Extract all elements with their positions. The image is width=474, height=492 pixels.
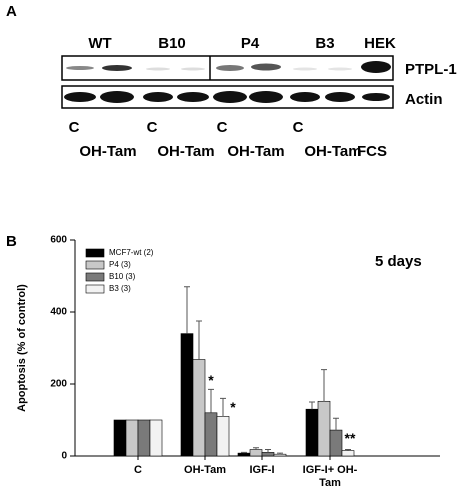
lane-label: C <box>217 119 228 136</box>
legend-label: P4 (3) <box>109 260 131 269</box>
panel-label: A <box>6 3 17 20</box>
legend-swatch <box>85 284 105 294</box>
x-tick-label: IGF-I+ OH-Tam <box>302 464 358 489</box>
error-bar <box>265 449 271 453</box>
x-tick-label: C <box>134 464 142 476</box>
lane-label: B3 <box>315 35 334 52</box>
annotation: * <box>230 399 236 415</box>
bar <box>249 449 263 457</box>
lane-label: OH-Tam <box>304 143 361 160</box>
row-label: PTPL-1 <box>405 61 457 78</box>
legend-swatch <box>85 272 105 282</box>
lane-label: P4 <box>241 35 260 52</box>
ptpl-bands <box>66 61 391 73</box>
lane-label: C <box>69 119 80 136</box>
lane-label: OH-Tam <box>157 143 214 160</box>
bar <box>305 408 319 457</box>
lane-label: C <box>147 119 158 136</box>
bar <box>273 453 287 457</box>
annotation: ** <box>345 430 356 446</box>
annotation: * <box>208 372 214 388</box>
panel-label: B <box>6 233 17 250</box>
legend-swatch <box>85 248 105 258</box>
bar <box>180 333 194 457</box>
legend-swatch <box>85 260 105 270</box>
lane-label: B10 <box>158 35 186 52</box>
bar <box>329 429 343 457</box>
error-bar <box>253 447 259 450</box>
note: 5 days <box>375 253 422 270</box>
error-bar <box>277 452 283 455</box>
y-tick-label: 200 <box>50 379 67 390</box>
legend-label: MCF7-wt (2) <box>109 248 154 257</box>
lane-label: HEK <box>364 35 396 52</box>
lane-label: OH-Tam <box>227 143 284 160</box>
x-tick-label: IGF-I <box>249 464 275 476</box>
y-tick-label: 600 <box>50 235 67 246</box>
lane-label: WT <box>88 35 111 52</box>
bar <box>261 452 275 457</box>
row-label: Actin <box>405 91 443 108</box>
error-bar <box>321 369 327 402</box>
bar <box>113 419 127 457</box>
bar <box>204 412 218 457</box>
bar <box>137 419 151 457</box>
error-bar <box>208 388 214 413</box>
y-tick-label: 0 <box>61 451 67 462</box>
legend-label: B10 (3) <box>109 272 136 281</box>
lane-label: C <box>293 119 304 136</box>
bar <box>125 419 139 457</box>
error-bar <box>309 401 315 410</box>
lane-label: OH-Tam <box>79 143 136 160</box>
bar <box>341 450 355 457</box>
bar <box>317 400 331 457</box>
bar <box>237 452 251 457</box>
bar <box>192 359 206 457</box>
error-bar <box>196 320 202 360</box>
y-tick-label: 400 <box>50 307 67 318</box>
x-tick-label: OH-Tam <box>184 464 226 476</box>
error-bar <box>184 286 190 334</box>
error-bar <box>220 397 226 417</box>
error-bar <box>241 451 247 454</box>
error-bar <box>333 417 339 431</box>
bar <box>216 416 230 457</box>
y-axis-label: Apoptosis (% of control) <box>16 284 28 412</box>
error-bar <box>345 449 351 451</box>
bar <box>149 419 163 457</box>
lane-label: FCS <box>357 143 387 160</box>
legend-label: B3 (3) <box>109 284 131 293</box>
actin-bands <box>64 91 390 103</box>
